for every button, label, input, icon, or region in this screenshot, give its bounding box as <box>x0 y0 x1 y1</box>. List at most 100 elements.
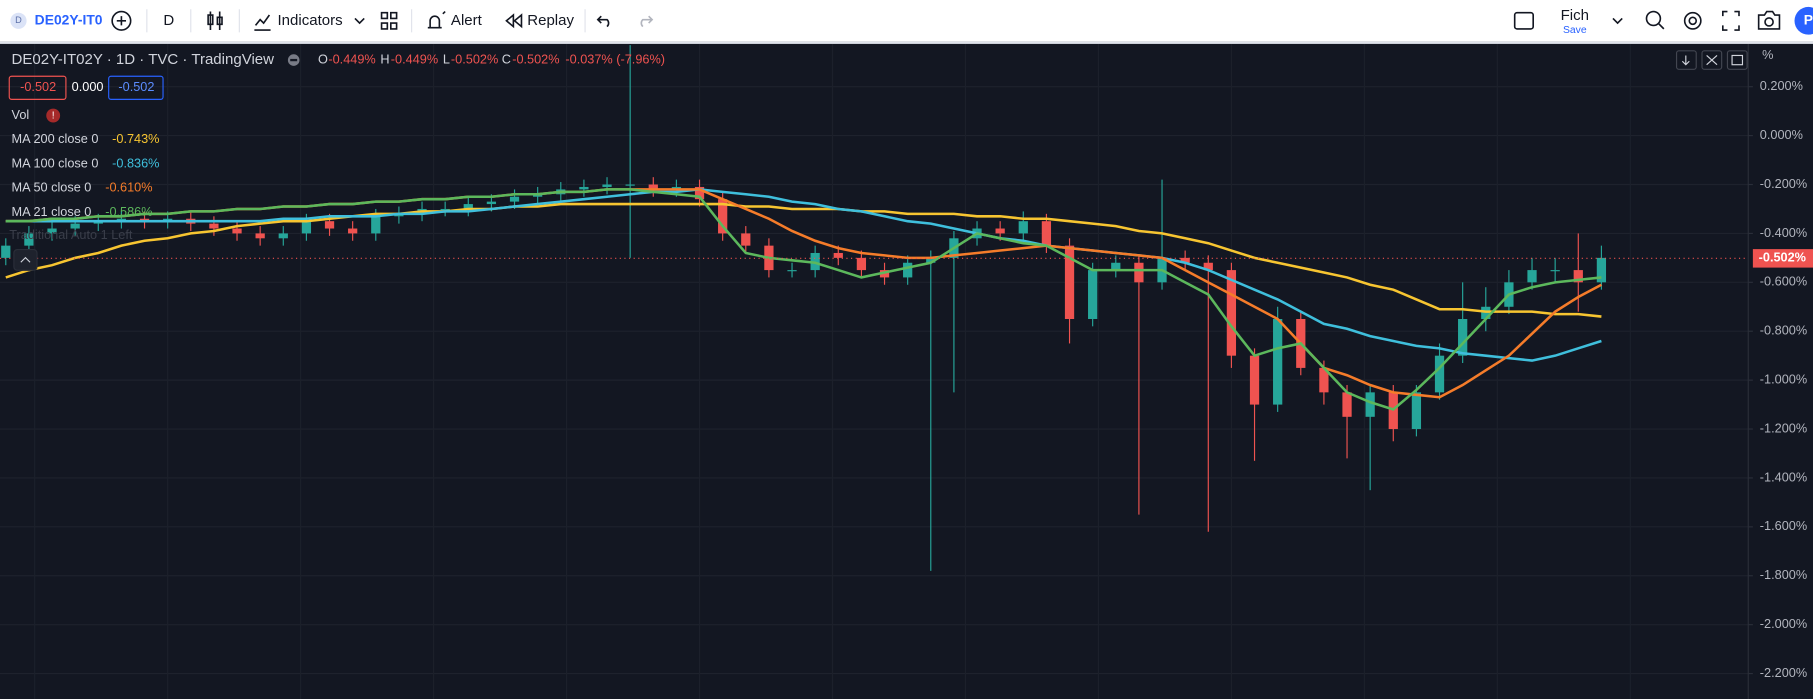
candle-body <box>255 233 265 239</box>
settings[interactable] <box>1683 11 1702 30</box>
ohlc-key: L <box>443 51 450 66</box>
candle-body <box>440 208 450 211</box>
candle-body <box>926 257 936 263</box>
candle-body <box>1041 221 1052 246</box>
layout-dropdown[interactable] <box>1612 17 1623 25</box>
candle-body <box>694 186 705 200</box>
y-tick-label: -1.600% <box>1760 518 1807 533</box>
candle-body <box>463 204 473 209</box>
toolbar <box>0 0 1813 42</box>
candle-body <box>1365 392 1375 417</box>
candle-body <box>1 245 11 258</box>
plot <box>0 45 1749 571</box>
restore-button[interactable] <box>1726 50 1748 70</box>
dropdown[interactable] <box>354 17 365 25</box>
ohlc-legend: O -0.449% H -0.449% L -0.502% C -0.502% <box>318 51 560 66</box>
y-tick-label: 0.200% <box>1760 78 1803 93</box>
ohlc-key: C <box>502 51 511 66</box>
layout-name[interactable]: Fich <box>1561 7 1589 24</box>
candle-body <box>648 184 658 190</box>
vertical-grid <box>34 43 1631 699</box>
indicators-button[interactable]: Indicators <box>278 12 343 29</box>
indicator-value: -0.743% <box>112 131 159 146</box>
layouts[interactable] <box>380 11 398 30</box>
layout-toggle[interactable] <box>1513 11 1534 30</box>
candle-body <box>1411 392 1422 430</box>
search[interactable] <box>1645 10 1662 27</box>
toolbar-border <box>0 41 1813 44</box>
vol-alert-icon[interactable] <box>46 108 61 123</box>
redo[interactable] <box>640 15 654 28</box>
candle-body <box>1573 270 1583 283</box>
snapshot-lens <box>1764 17 1774 27</box>
add-icon <box>116 16 127 26</box>
alert-icon[interactable] <box>427 10 446 29</box>
y-tick-label: -1.400% <box>1760 469 1807 484</box>
y-tick-label: -0.200% <box>1760 176 1807 191</box>
candle-body <box>371 216 381 234</box>
ask-box[interactable] <box>108 75 164 100</box>
candle-body <box>625 184 635 186</box>
y-tick-label: -2.000% <box>1760 616 1807 631</box>
interval[interactable]: D <box>163 12 174 29</box>
y-tick-label: -1.800% <box>1760 567 1807 582</box>
candle-body <box>209 223 219 229</box>
moving-average-line <box>5 188 1602 411</box>
candle-body <box>602 184 612 187</box>
hide-icon <box>290 58 298 62</box>
candle-body <box>741 233 751 246</box>
collapse-button[interactable] <box>13 248 38 271</box>
candle-body <box>1342 392 1352 417</box>
candle-body <box>1180 257 1190 263</box>
candle-body <box>1134 262 1144 283</box>
candle-body <box>1527 270 1537 283</box>
replay-button[interactable]: Replay <box>527 12 574 29</box>
grid <box>0 86 1749 675</box>
indicator-legend: MA 200 close 0 -0.743% MA 100 close 0 -0.83… <box>12 131 160 219</box>
candle-body <box>1273 319 1283 405</box>
candle-body <box>486 201 497 205</box>
y-tick-label: -1.200% <box>1760 420 1807 435</box>
add-symbol[interactable] <box>111 10 132 31</box>
ohlc-key: H <box>380 51 389 66</box>
indicator-name: MA 50 close 0 <box>12 180 92 195</box>
y-tick-label: -2.200% <box>1760 665 1807 680</box>
candle-body <box>1550 270 1560 272</box>
last-price-label: -0.502% <box>1759 250 1806 265</box>
restore-icon <box>1731 54 1744 66</box>
bid-box[interactable] <box>8 75 67 100</box>
symbol[interactable]: DE02Y-IT0 <box>35 11 103 27</box>
chart-type[interactable] <box>207 11 223 31</box>
y-tick-label: -0.600% <box>1760 274 1807 289</box>
candle-body <box>1018 221 1028 234</box>
indicator-value: -0.610% <box>105 180 152 195</box>
legend-title[interactable]: DE02Y-IT02Y · 1D · TVC · TradingView <box>12 51 275 68</box>
ohlc-value: -0.502% <box>512 51 559 66</box>
symbol-badge[interactable] <box>10 12 27 29</box>
settings-center <box>1688 16 1698 26</box>
candle-body <box>1596 257 1607 283</box>
undo[interactable] <box>596 15 610 28</box>
avatar[interactable] <box>1794 6 1813 35</box>
avatar-text: P <box>1804 11 1813 27</box>
candle-body <box>47 228 57 234</box>
vol-label[interactable]: Vol <box>12 107 30 122</box>
bid[interactable]: -0.502 <box>20 79 56 94</box>
y-tick-label: -0.400% <box>1760 225 1807 240</box>
indicators-icon[interactable] <box>254 14 271 31</box>
fullscreen[interactable] <box>1722 10 1740 31</box>
save-status[interactable]: Save <box>1563 25 1587 36</box>
candle-body <box>1111 262 1121 271</box>
candle-body <box>856 257 867 271</box>
snapshot[interactable] <box>1757 10 1781 30</box>
y-tick-label: 0.000% <box>1760 127 1803 142</box>
candle-body <box>1226 270 1237 356</box>
search-handle <box>1657 22 1665 30</box>
replay-icon[interactable] <box>505 13 523 29</box>
alert-button[interactable]: Alert <box>451 12 483 29</box>
chart-background <box>0 43 1813 699</box>
candle-body <box>1249 355 1260 405</box>
ask[interactable]: -0.502 <box>118 79 154 94</box>
